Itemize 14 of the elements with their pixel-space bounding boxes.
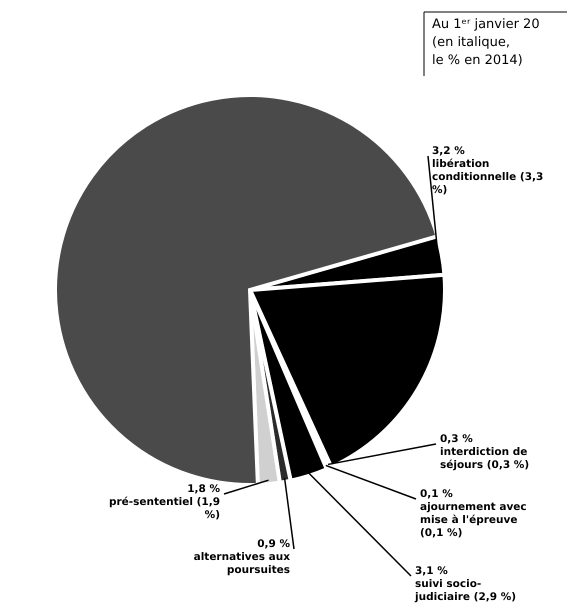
chart-subtitle: (en italique, le % en 2014) — [432, 35, 523, 68]
slice-label: alternatives aux poursuites — [194, 551, 290, 576]
data-label: 0,3 % — [440, 433, 474, 445]
slice-label: interdiction de séjours (0,3 %) — [440, 446, 530, 471]
data-label: 0,1 % — [420, 488, 454, 500]
slice-label: ajournement avec mise à l'épreuve (0,1 %) — [420, 501, 527, 539]
slice-label: suivi socio-judiciaire (2,9 %) — [414, 578, 516, 603]
slice-label: libération conditionnelle (3,3 %) — [432, 158, 544, 196]
data-label: 3,2 % — [432, 145, 466, 157]
data-label: 0,9 % — [257, 538, 290, 550]
data-label: 1,8 % — [187, 483, 220, 495]
data-label: 3,1 % — [415, 565, 448, 577]
slice-label: pré-sententiel (1,9 %) — [108, 496, 220, 521]
chart-title: Au 1ᵉʳ janvier 20 — [432, 17, 540, 32]
